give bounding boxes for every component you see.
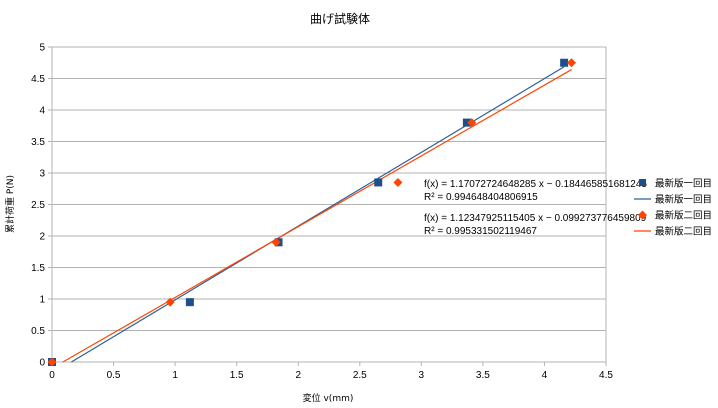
x-axis-label: 変位 v(mm) [303,392,354,404]
point-series-2 [467,118,477,128]
point-series-1 [374,178,383,187]
legend-label-line-1: 最新版一回目 [655,194,712,206]
trendline-2 [62,69,572,363]
trendline-1 [71,66,565,363]
y-tick-label: 2 [39,232,45,243]
y-tick-label: 3.5 [31,137,45,148]
grid [52,46,606,363]
y-tick-label: 1.5 [31,263,45,274]
trendline-equation-1: f(x) = 1.17072724648285 x − 0.1844658516… [424,179,647,190]
x-tick-label: 4 [542,370,548,381]
x-tick-label: 2 [295,370,301,381]
data-points [47,58,577,367]
x-tick-label: 1.5 [230,370,244,381]
y-tick-label: 0 [39,358,45,369]
legend-marker-square [639,179,646,186]
point-series-1 [185,298,194,307]
point-series-2 [47,357,57,367]
x-tick-label: 3 [419,370,425,381]
trendline-r2-1: R² = 0.994648404806915 [424,192,538,203]
point-series-2 [567,58,577,68]
point-series-2 [165,297,175,307]
x-tick-label: 0.5 [107,370,121,381]
y-tick-label: 1 [39,295,45,306]
y-axis-label: 累計荷重 P(N) [4,175,16,233]
trendlines [62,66,572,363]
trendline-equations: f(x) = 1.17072724648285 x − 0.1844658516… [424,179,647,237]
legend-label-line-2: 最新版二回目 [655,226,712,238]
y-tick-label: 5 [39,43,45,54]
y-ticks: 0 0.5 1 1.5 2 2.5 3 3.5 4 4.5 5 [31,43,52,369]
chart-title: 曲げ試験体 [310,11,370,26]
x-tick-label: 1 [172,370,178,381]
x-tick-label: 4.5 [599,370,613,381]
legend-marker-diamond [638,210,647,220]
point-series-1 [560,58,569,67]
y-tick-label: 4 [39,106,45,117]
x-ticks: 0 0.5 1 1.5 2 2.5 3 3.5 4 4.5 [49,362,613,381]
x-tick-label: 0 [49,370,55,381]
y-tick-label: 4.5 [31,74,45,85]
x-tick-label: 3.5 [476,370,490,381]
x-tick-label: 2.5 [353,370,367,381]
y-tick-label: 0.5 [31,326,45,337]
y-tick-label: 2.5 [31,200,45,211]
legend-label-marker-1: 最新版一回目 [655,178,712,190]
trendline-equation-2: f(x) = 1.12347925115405 x − 0.0992737764… [424,213,647,224]
point-series-1 [462,118,471,127]
trendline-r2-2: R² = 0.995331502119467 [424,226,537,237]
point-series-2 [271,237,281,247]
point-series-2 [393,177,403,187]
legend-label-marker-2: 最新版二回目 [655,210,712,222]
y-tick-label: 3 [39,169,45,180]
